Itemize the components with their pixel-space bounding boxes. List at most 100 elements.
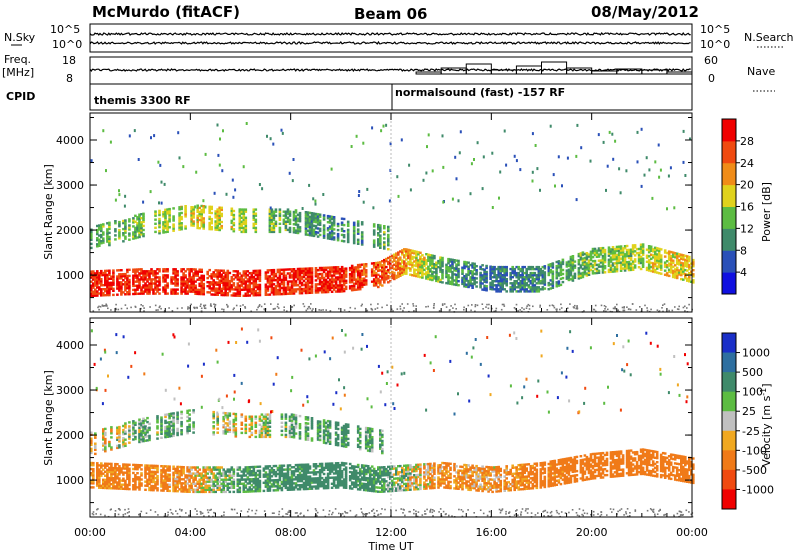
data-cell: [122, 240, 125, 243]
data-cell: [200, 472, 203, 475]
data-cell: [657, 263, 661, 267]
data-cell: [166, 292, 169, 295]
data-cell: [379, 246, 382, 249]
data-cell: [431, 262, 434, 265]
data-cell: [162, 467, 165, 470]
data-cell: [473, 268, 476, 272]
data-cell: [515, 280, 518, 283]
data-cell: [120, 275, 123, 278]
data-cell: [346, 220, 350, 223]
data-cell: [192, 286, 195, 289]
data-cell: [298, 279, 302, 283]
data-cell: [511, 288, 514, 291]
data-cell: [120, 273, 123, 276]
clutter-point: [495, 307, 498, 310]
data-cell: [637, 253, 641, 257]
data-cell: [653, 264, 657, 268]
scatter-point: [204, 152, 207, 156]
data-cell: [511, 271, 514, 275]
data-cell: [314, 273, 318, 276]
data-cell: [328, 284, 332, 287]
data-cell: [116, 279, 119, 282]
data-cell: [387, 235, 390, 239]
clutter-point: [593, 308, 595, 311]
data-cell: [377, 242, 380, 245]
data-cell: [106, 474, 109, 478]
data-cell: [288, 222, 292, 225]
data-cell: [370, 262, 374, 265]
data-cell: [144, 474, 147, 477]
data-cell: [684, 274, 687, 278]
data-cell: [591, 247, 595, 251]
data-cell: [100, 466, 103, 469]
data-cell: [102, 486, 105, 490]
data-cell: [383, 269, 386, 272]
data-cell: [92, 290, 95, 293]
data-cell: [164, 479, 167, 482]
data-cell: [585, 272, 589, 275]
scatter-point: [396, 175, 399, 179]
data-cell: [134, 228, 137, 232]
data-cell: [268, 224, 272, 228]
data-cell: [192, 224, 195, 227]
data-cell: [328, 272, 332, 275]
data-cell: [134, 270, 137, 273]
data-cell: [236, 270, 240, 273]
data-cell: [204, 468, 207, 471]
data-cell: [314, 218, 318, 222]
data-cell: [655, 253, 659, 256]
data-cell: [651, 264, 655, 267]
data-cell: [154, 274, 157, 277]
data-cell: [90, 232, 93, 235]
clutter-point: [325, 309, 327, 311]
data-cell: [96, 280, 99, 283]
data-cell: [413, 256, 416, 259]
data-cell: [555, 273, 559, 276]
data-cell: [617, 255, 621, 258]
data-cell: [298, 477, 302, 481]
scatter-point: [539, 188, 541, 192]
data-cell: [228, 279, 232, 283]
data-cell: [362, 277, 366, 280]
data-cell: [493, 269, 496, 273]
data-cell: [236, 284, 240, 287]
scatter-point: [408, 163, 411, 167]
data-cell: [250, 470, 254, 473]
data-cell: [431, 266, 434, 269]
data-cell: [230, 480, 234, 483]
freq-trace: [89, 68, 691, 73]
scatter-point: [576, 123, 579, 127]
data-cell: [517, 284, 520, 287]
data-cell: [316, 221, 320, 224]
data-cell: [232, 282, 236, 285]
data-cell: [621, 251, 625, 254]
data-cell: [236, 478, 240, 481]
data-cell: [405, 258, 408, 261]
data-cell: [218, 273, 221, 276]
data-cell: [360, 223, 364, 226]
clutter-point: [474, 305, 477, 308]
data-cell: [172, 223, 175, 226]
data-cell: [296, 474, 300, 477]
data-cell: [300, 473, 304, 477]
data-cell: [326, 229, 330, 232]
scatter-point: [261, 187, 264, 191]
data-cell: [186, 466, 189, 469]
data-cell: [296, 476, 300, 479]
data-cell: [673, 264, 677, 267]
data-cell: [667, 256, 671, 259]
data-cell: [659, 248, 663, 251]
data-cell: [184, 282, 187, 285]
data-cell: [374, 263, 378, 267]
data-cell: [280, 282, 284, 286]
data-cell: [413, 250, 416, 253]
data-cell: [573, 260, 577, 263]
clutter-point: [381, 306, 383, 309]
data-cell: [441, 277, 444, 280]
data-cell: [162, 221, 165, 224]
data-cell: [372, 264, 376, 267]
data-cell: [595, 251, 599, 254]
scatter-point: [469, 192, 472, 196]
data-cell: [284, 290, 288, 294]
data-cell: [190, 280, 193, 283]
